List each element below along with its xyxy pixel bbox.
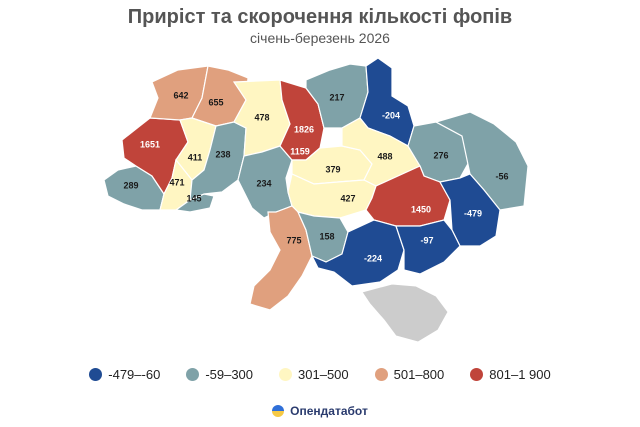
region-value-zakarpattia: 289: [123, 180, 138, 190]
legend-label-0: -479–-60: [108, 367, 161, 382]
brand-footer: Опендатабот: [0, 404, 640, 418]
region-value-zhytomyr: 478: [254, 112, 269, 122]
region-value-kyiv-oblast: 1159: [290, 146, 310, 156]
region-value-kyiv-city: 1826: [294, 124, 314, 134]
opendatabot-logo-icon: [272, 405, 285, 417]
region-value-odesa: 775: [286, 235, 301, 245]
region-value-poltava: 488: [377, 151, 392, 161]
legend-dot-1: [186, 368, 200, 381]
map-legend: -479–-60 -59–300 301–500 501–800 801–1 9…: [0, 367, 640, 382]
legend-dot-0: [89, 368, 103, 381]
region-value-ternopil: 411: [188, 152, 203, 162]
region-value-lviv: 1651: [140, 139, 160, 149]
legend-label-2: 301–500: [298, 367, 349, 382]
region-value-kirovohrad: 427: [340, 193, 355, 203]
region-value-zaporizhzhia: -97: [420, 235, 433, 245]
region-value-ivano-frankivsk: 471: [169, 177, 184, 187]
region-value-rivne: 655: [208, 97, 223, 107]
region-value-chernivtsi: 145: [186, 193, 201, 203]
legend-dot-3: [374, 368, 388, 381]
region-luhansk: [434, 111, 529, 211]
legend-dot-4: [470, 368, 484, 381]
brand-name: Опендатабот: [290, 404, 368, 418]
page-title: Приріст та скорочення кількості фопів: [127, 6, 513, 28]
region-value-sumy: -204: [382, 110, 400, 120]
region-value-luhansk: -56: [495, 171, 508, 181]
region-value-kherson: -224: [364, 253, 382, 263]
region-crimea: [361, 283, 449, 343]
region-value-mykolaiv: 158: [319, 231, 334, 241]
legend-item-0: -479–-60: [89, 367, 160, 382]
legend-label-1: -59–300: [205, 367, 254, 382]
legend-label-4: 801–1 900: [489, 367, 551, 382]
legend-item-4: 801–1 900: [470, 367, 551, 382]
legend-label-3: 501–800: [393, 367, 445, 382]
region-zaporizhzhia: [395, 219, 461, 275]
legend-item-2: 301–500: [279, 367, 349, 382]
region-value-donetsk: -479: [464, 208, 482, 218]
page-subtitle: січень-березень 2026: [250, 30, 390, 46]
legend-item-3: 501–800: [374, 367, 445, 382]
region-value-vinnytsia: 234: [256, 178, 271, 188]
region-value-cherkasy: 379: [325, 164, 340, 174]
region-value-chernihiv: 217: [329, 92, 344, 102]
legend-dot-2: [279, 368, 293, 381]
region-value-volyn: 642: [173, 90, 188, 100]
region-value-dnipropetrovsk: 1450: [411, 204, 431, 214]
region-value-kharkiv: 276: [433, 150, 448, 160]
region-odesa: [249, 205, 313, 311]
legend-item-1: -59–300: [186, 367, 253, 382]
region-value-khmelnytskyi: 238: [215, 149, 230, 159]
